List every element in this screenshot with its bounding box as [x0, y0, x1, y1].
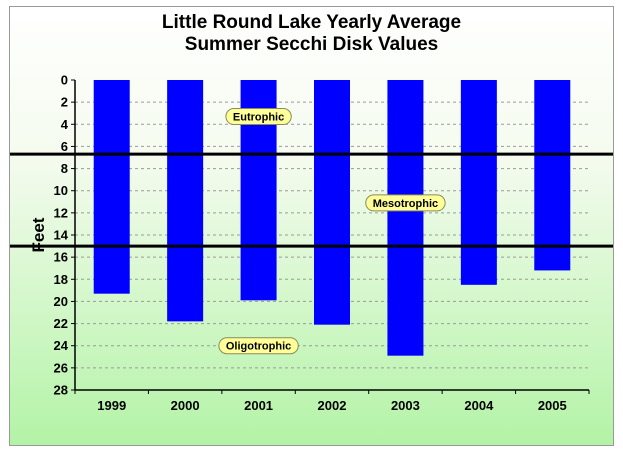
chart-subtitle: Summer Secchi Disk Values [184, 34, 439, 55]
y-tick-label: 26 [54, 360, 68, 375]
bar-2000 [167, 80, 204, 322]
bar-2005 [534, 80, 571, 271]
x-tick-label: 2003 [391, 398, 420, 413]
y-tick-label: 12 [54, 205, 68, 220]
y-tick-label: 8 [61, 161, 68, 176]
y-tick-label: 6 [61, 139, 68, 154]
y-tick-label: 14 [54, 228, 69, 243]
y-tick-label: 4 [61, 117, 69, 132]
axes [71, 79, 590, 394]
y-tick-label: 22 [54, 316, 68, 331]
y-tick-label: 28 [54, 383, 68, 398]
annotation-oligotrophic: Oligotrophic [218, 337, 299, 355]
annotation-label: Eutrophic [233, 112, 284, 124]
x-tick-label: 2005 [538, 398, 567, 413]
x-tick-labels: 1999 2000 2001 2002 2003 2004 2005 [97, 398, 566, 413]
annotation-pill [365, 194, 446, 212]
y-tick-label: 20 [54, 294, 68, 309]
bar-2004 [460, 80, 497, 285]
annotations: Eutrophic Mesotrophic Oligotrophic [218, 108, 446, 355]
x-tick-label: 1999 [97, 398, 126, 413]
x-tick-label: 2001 [244, 398, 273, 413]
annotation-mesotrophic: Mesotrophic [365, 194, 446, 212]
y-tick-label: 24 [54, 338, 69, 353]
annotation-eutrophic: Eutrophic [225, 108, 292, 126]
x-tick-label: 2004 [464, 398, 494, 413]
y-tick-label: 2 [61, 95, 68, 110]
bars [93, 80, 571, 356]
bar-2003 [387, 80, 424, 356]
y-axis-label: Feet [29, 217, 48, 252]
reference-lines [10, 152, 613, 248]
y-tick-label: 0 [61, 73, 68, 88]
annotation-label: Oligotrophic [226, 341, 291, 353]
y-tick-label: 10 [54, 183, 68, 198]
gridlines [75, 101, 589, 369]
chart-title-block: Little Round Lake Yearly Average Summer … [9, 12, 614, 56]
annotation-label: Mesotrophic [373, 198, 438, 210]
y-tick-label: 16 [54, 250, 68, 265]
annotation-pill [225, 108, 292, 126]
annotation-pill [218, 337, 299, 355]
bar-2002 [314, 80, 350, 325]
bar-1999 [93, 80, 130, 294]
y-tick-label: 18 [54, 272, 68, 287]
x-tick-label: 2002 [318, 398, 347, 413]
chart-title: Little Round Lake Yearly Average [161, 12, 462, 33]
x-tick-label: 2000 [171, 398, 200, 413]
